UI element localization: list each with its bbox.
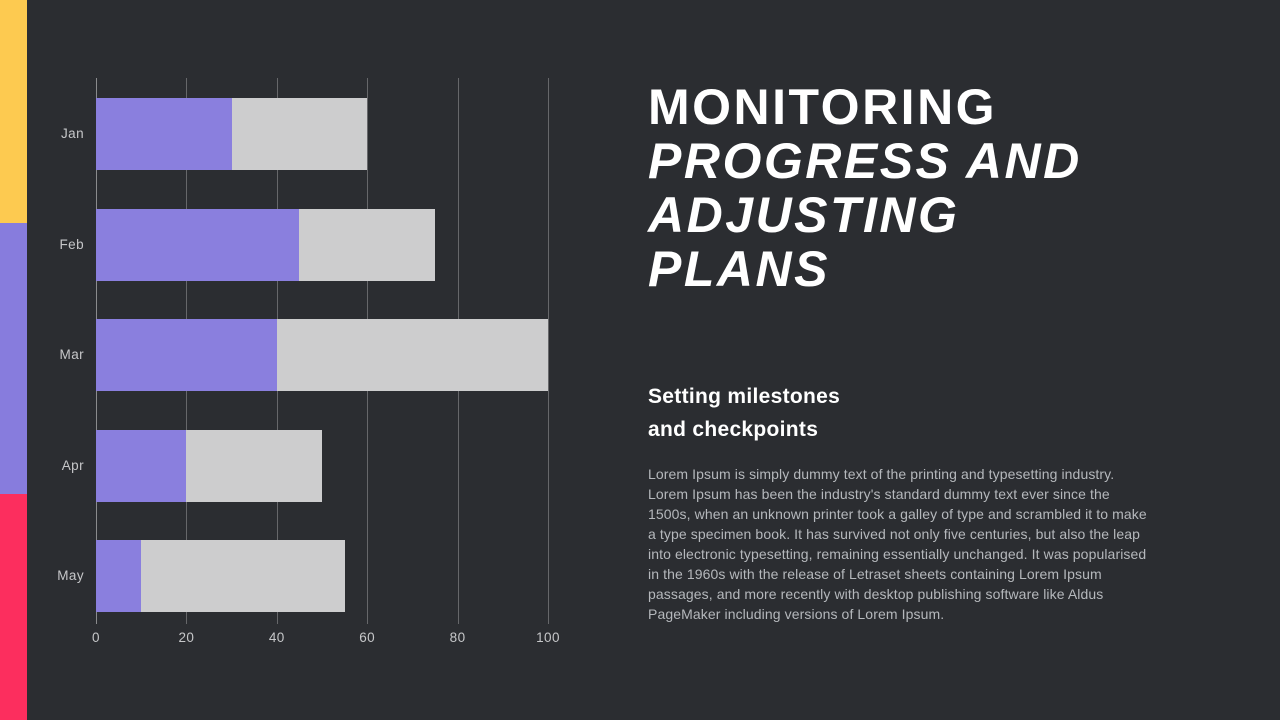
title-line-1: MONITORING [648,79,998,135]
category-label-feb: Feb [59,236,84,252]
bar-segment-feb-series-2 [299,208,435,281]
slide-subtitle: Setting milestones and checkpoints [648,380,840,446]
bar-row-mar: Mar [60,319,548,391]
bar-segment-may-series-1 [96,540,142,612]
title-line-2: PROGRESS AND [648,133,1082,189]
bar-segment-apr-series-2 [186,429,322,502]
gridline-100 [548,78,549,624]
bar-row-jan: Jan [61,98,548,170]
category-label-mar: Mar [59,347,84,362]
bar-segment-may-series-2 [141,540,345,612]
x-tick-label-60: 60 [359,630,376,645]
x-tick-label-40: 40 [268,630,285,645]
bar-segment-feb-series-1 [96,208,300,281]
x-tick-label-20: 20 [178,630,195,645]
body-paragraph: Lorem Ipsum is simply dummy text of the … [648,466,1147,622]
bar-row-feb: Feb [60,208,548,281]
category-label-may: May [57,568,84,583]
bar-row-may: May [57,540,548,612]
title-line-4: PLANS [648,241,830,297]
bar-segment-jan-series-2 [231,98,368,170]
accent-stripe-yellow [0,0,27,223]
category-label-jan: Jan [61,126,84,141]
left-accent-stripes [0,0,27,720]
stacked-bar-chart: 0 20 40 60 80 100 Jan Feb Mar Apr May [57,78,559,645]
x-tick-label-80: 80 [449,630,466,645]
x-tick-label-0: 0 [92,630,100,645]
subtitle-line-2: and checkpoints [648,418,819,441]
bar-segment-mar-series-2 [276,319,548,391]
accent-stripe-purple [0,223,27,494]
subtitle-line-1: Setting milestones [648,385,841,408]
title-line-3: ADJUSTING [648,187,960,243]
x-tick-label-100: 100 [536,630,560,645]
bar-row-apr: Apr [62,429,548,502]
bar-segment-mar-series-1 [96,319,277,391]
slide-title: MONITORING PROGRESS AND ADJUSTING PLANS [648,80,1208,296]
bar-segment-jan-series-1 [96,98,232,170]
accent-stripe-pink [0,494,27,720]
category-label-apr: Apr [61,457,84,473]
bar-segment-apr-series-1 [96,429,187,502]
